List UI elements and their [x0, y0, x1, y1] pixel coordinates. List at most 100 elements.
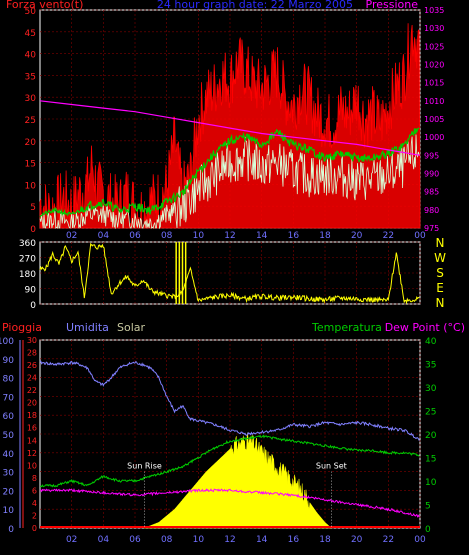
- pressure-tick-label: 980: [424, 206, 439, 215]
- pressure-tick-label: 1035: [424, 6, 444, 15]
- compass-label: N: [436, 296, 445, 310]
- direction-series: [39, 242, 420, 305]
- wind-ticks: 0510152025303540455097598098599099510001…: [25, 6, 445, 241]
- hour-tick-label: 10: [193, 535, 205, 545]
- rain-tick-label: 30: [27, 336, 37, 345]
- average-series: [39, 127, 420, 218]
- temperature-tick-label: 35: [425, 361, 436, 371]
- wind-axis-label: Forza vento(t): [6, 0, 83, 11]
- humidity-tick-label: 90: [3, 356, 15, 366]
- rain-tick-label: 14: [27, 436, 37, 445]
- compass-label: N: [436, 236, 445, 250]
- hour-tick-label: 04: [98, 231, 110, 241]
- temperature-tick-label: 0: [425, 525, 431, 535]
- humidity-tick-label: 50: [3, 431, 15, 441]
- climate-panel: Pioggia Umidita Solar Temperatura Dew Po…: [0, 321, 465, 545]
- hour-tick-label: 18: [319, 231, 331, 241]
- temperature-label: Temperatura: [311, 321, 382, 334]
- pressure-tick-label: 1020: [424, 61, 444, 70]
- temperature-tick-label: 15: [425, 455, 436, 465]
- rain-tick-label: 8: [32, 474, 37, 483]
- wind-series: [39, 23, 421, 230]
- hour-tick-label: 04: [98, 535, 110, 545]
- humidity-tick-label: 20: [3, 487, 15, 497]
- humidity-tick-label: 60: [3, 412, 15, 422]
- pressure-tick-label: 990: [424, 170, 439, 179]
- wind-tick-label: 5: [30, 203, 36, 213]
- hour-tick-label: 16: [288, 535, 300, 545]
- hour-tick-label: 02: [66, 535, 77, 545]
- pressure-tick-label: 975: [424, 224, 439, 233]
- pressure-series: [39, 100, 421, 156]
- temperature-series: [39, 434, 420, 488]
- hour-tick-label: 06: [129, 231, 141, 241]
- pressure-tick-label: 985: [424, 188, 439, 197]
- hour-tick-label: 14: [256, 231, 268, 241]
- temperature-tick-label: 25: [425, 408, 436, 418]
- rain-tick-label: 10: [27, 461, 37, 470]
- pressure-tick-label: 1005: [424, 115, 444, 124]
- temperature-tick-label: 20: [425, 431, 437, 441]
- hour-tick-label: 12: [224, 535, 235, 545]
- humidity-tick-label: 80: [3, 375, 15, 385]
- chart-title: 24 hour graph date: 22 Marzo 2005: [157, 0, 353, 11]
- direction-tick-label: 360: [19, 239, 36, 249]
- wind-tick-label: 20: [25, 138, 37, 148]
- humidity-tick-label: 30: [3, 469, 15, 479]
- direction-series: [39, 242, 420, 305]
- rain-tick-label: 22: [27, 386, 37, 395]
- hour-tick-label: 20: [351, 231, 363, 241]
- hour-tick-label: 10: [193, 231, 205, 241]
- hour-tick-label: 00: [414, 231, 426, 241]
- humidity-tick-label: 100: [0, 337, 14, 347]
- hour-tick-label: 18: [319, 535, 331, 545]
- wind-tick-label: 30: [25, 94, 37, 104]
- wind-tick-label: 10: [25, 181, 37, 191]
- wind-series: [39, 134, 420, 230]
- compass-label: E: [436, 281, 444, 295]
- solar-label: Solar: [117, 321, 146, 334]
- wind-tick-label: 50: [25, 7, 37, 17]
- rain-tick-label: 24: [27, 374, 37, 383]
- rain-tick-label: 0: [32, 524, 37, 533]
- pressure-tick-label: 1000: [424, 133, 444, 142]
- direction-tick-label: 90: [25, 286, 37, 296]
- hour-tick-label: 22: [383, 231, 394, 241]
- rain-tick-label: 20: [27, 399, 37, 408]
- hour-tick-label: 16: [288, 231, 300, 241]
- hour-tick-label: 12: [224, 231, 235, 241]
- wind-pressure-panel: 0510152025303540455097598098599099510001…: [6, 0, 444, 241]
- direction-tick-label: 180: [19, 270, 36, 280]
- wind-tick-label: 40: [25, 51, 37, 61]
- wind-tick-label: 25: [25, 116, 36, 126]
- climate-ticks: 0 10 20 30 40 50 60 70 80 90 100 0 24 6 8 10 12 14 16 18 20 2…: [0, 336, 437, 545]
- temperature-tick-label: 30: [425, 384, 437, 394]
- hour-tick-label: 08: [161, 535, 173, 545]
- pressure-axis-label: Pressione: [366, 0, 419, 11]
- wind-tick-label: 0: [30, 225, 36, 235]
- temperature-tick-label: 40: [425, 337, 437, 347]
- direction-tick-label: 270: [19, 255, 36, 265]
- humidity-tick-label: 70: [3, 393, 15, 403]
- rain-axis-label: Pioggia: [2, 321, 42, 334]
- pressure-tick-label: 1015: [424, 79, 444, 88]
- sun-annotation: Sun Set: [316, 462, 347, 471]
- rain-tick-label: 28: [27, 349, 37, 358]
- rain-tick-label: 12: [27, 449, 37, 458]
- hour-tick-label: 00: [414, 535, 426, 545]
- hour-tick-label: 02: [66, 231, 77, 241]
- wind-tick-label: 35: [25, 72, 36, 82]
- hour-tick-label: 20: [351, 535, 363, 545]
- humidity-tick-label: 0: [8, 525, 14, 535]
- dewpoint-label: Dew Point (°C): [385, 321, 465, 334]
- rain-tick-label: 16: [27, 424, 37, 433]
- humidity-label: Umidita: [66, 321, 109, 334]
- pressure-tick-label: 1025: [424, 42, 444, 51]
- rain-tick-label: 6: [32, 486, 37, 495]
- hour-tick-label: 06: [129, 535, 141, 545]
- wind-tick-label: 45: [25, 29, 36, 39]
- direction-grid: [40, 241, 421, 305]
